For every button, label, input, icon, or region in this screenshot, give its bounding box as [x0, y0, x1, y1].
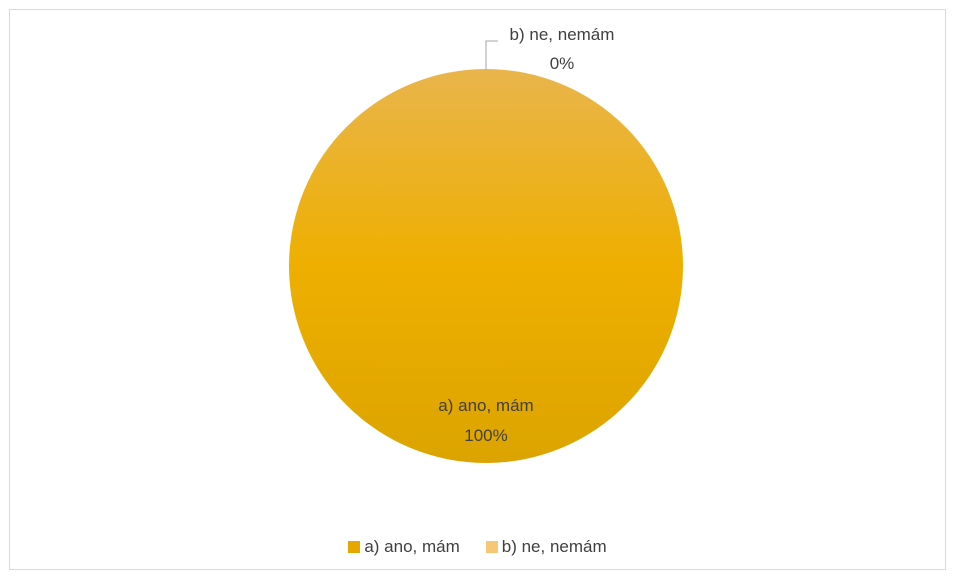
legend-swatch-a	[348, 541, 361, 553]
pie-slices	[289, 69, 683, 463]
data-label-a-name: a) ano, mám	[438, 396, 533, 415]
legend-item-b: b) ne, nemám	[485, 537, 607, 557]
legend: a) ano, mám b) ne, nemám	[0, 536, 955, 558]
pie-slice-a	[289, 69, 683, 463]
legend-label-a: a) ano, mám	[364, 537, 460, 556]
legend-swatch-b	[485, 541, 498, 553]
data-label-b-value: 0%	[550, 54, 575, 73]
legend-label-b: b) ne, nemám	[501, 537, 607, 556]
leader-line	[485, 40, 498, 69]
data-label-b-name: b) ne, nemám	[510, 25, 615, 44]
data-label-a-value: 100%	[464, 426, 507, 445]
legend-item-a: a) ano, mám	[348, 537, 460, 557]
